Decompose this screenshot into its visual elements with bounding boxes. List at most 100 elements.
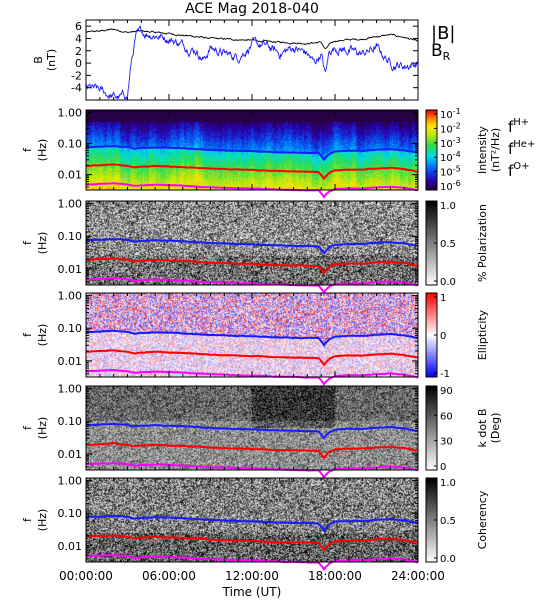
colorbar bbox=[426, 110, 437, 190]
y-axis-unit: (Hz) bbox=[36, 509, 49, 532]
colorbar-unit: (nT²/Hz) bbox=[489, 128, 502, 172]
y-tick-label: 0 bbox=[75, 57, 82, 70]
time-axis: 00:00:00 06:00:00 12:00:00 18:00:00 24:00:00 bbox=[59, 569, 445, 583]
gyro-line-he bbox=[85, 257, 418, 275]
legend-br: BR bbox=[431, 41, 451, 63]
colorbar-label: Coherency bbox=[476, 490, 489, 549]
plot-frame bbox=[85, 19, 419, 101]
legend-f-he: fHe+ bbox=[508, 139, 535, 158]
legend-f-h: fH+ bbox=[508, 117, 529, 136]
y-tick-label: 1.00 bbox=[58, 383, 83, 396]
colorbar-tick-label: 0.5 bbox=[440, 239, 456, 250]
colorbar-unit: (Deg) bbox=[489, 413, 502, 444]
colorbar-tick-label: 0 bbox=[440, 331, 446, 342]
panel-6: 1.00 0.10 0.01 f (Hz) 1.0 0.5 0.0 Coherency bbox=[21, 475, 489, 572]
legend-f-o: fO+ bbox=[508, 161, 530, 180]
gyro-line-he bbox=[86, 534, 419, 552]
y-axis-unit: (Hz) bbox=[36, 139, 49, 162]
y-tick-label: 2 bbox=[75, 45, 82, 58]
colorbar-tick-label: -1 bbox=[440, 369, 450, 380]
y-tick-label: 6 bbox=[75, 20, 82, 33]
series-line-br bbox=[85, 25, 419, 100]
spectrogram bbox=[86, 478, 418, 562]
panel-3: 1.00 0.10 0.01 f (Hz) 1.0 0.5 0.0 % Polarization bbox=[21, 198, 489, 295]
y-tick-label: -2 bbox=[71, 69, 82, 82]
colorbar-tick-exp: -2 bbox=[453, 121, 461, 130]
x-tick-label: 18:00:00 bbox=[308, 569, 362, 583]
colorbar-tick-label: 0.5 bbox=[440, 516, 456, 527]
y-tick-label: 0.01 bbox=[58, 263, 83, 276]
colorbar-tick-label: 10-2 bbox=[440, 121, 461, 135]
y-axis-label: B bbox=[32, 56, 45, 64]
colorbar-tick-label: 1 bbox=[440, 293, 446, 304]
y-tick-label: 4 bbox=[75, 32, 82, 45]
colorbar-tick-label: 10-3 bbox=[440, 136, 461, 150]
colorbar-frame bbox=[425, 109, 438, 191]
colorbar-label: Intensity bbox=[476, 126, 489, 174]
colorbar-tick-exp: -3 bbox=[453, 136, 461, 145]
colorbar-tick-label: 0.0 bbox=[440, 277, 456, 288]
y-axis-label: f bbox=[21, 517, 34, 522]
y-axis-unit: (Hz) bbox=[36, 232, 49, 255]
colorbar-tick-label: 0 bbox=[440, 462, 446, 473]
y-tick-label: 0.10 bbox=[58, 322, 83, 335]
colorbar-tick-exp: -4 bbox=[453, 150, 461, 159]
y-axis-unit: (Hz) bbox=[36, 417, 49, 440]
colorbar bbox=[426, 293, 437, 377]
y-tick-label: 0.10 bbox=[58, 138, 83, 151]
y-tick-label: 0.01 bbox=[58, 169, 83, 182]
y-tick-label: 0.01 bbox=[58, 355, 83, 368]
colorbar-tick-label: 10-1 bbox=[440, 107, 461, 121]
panel-2: 1.00 0.10 0.01 f (Hz) 10-110-210-310-410-510-… bbox=[21, 106, 535, 199]
y-tick-label: 0.01 bbox=[58, 540, 83, 553]
legend-br-sub: R bbox=[443, 50, 451, 63]
y-tick-label: -4 bbox=[71, 82, 82, 95]
y-axis-unit: (nT) bbox=[45, 49, 58, 71]
panel-5: 1.00 0.10 0.01 f (Hz) 90 60 30 0 k dot B (Deg) bbox=[21, 383, 502, 479]
colorbar bbox=[426, 478, 437, 562]
gyro-line-h bbox=[85, 329, 419, 347]
colorbar-label: Ellipticity bbox=[476, 309, 489, 360]
gyro-line-h bbox=[85, 422, 419, 440]
gyro-line-he bbox=[85, 163, 418, 181]
colorbar-tick-label: 90 bbox=[440, 386, 453, 397]
colorbar-label: % Polarization bbox=[476, 204, 489, 282]
y-axis-label: f bbox=[21, 332, 34, 337]
colorbar-tick-label: 10-5 bbox=[440, 165, 461, 179]
y-axis-unit: (Hz) bbox=[36, 324, 49, 347]
colorbar-tick-label: 1.0 bbox=[440, 478, 456, 489]
y-axis-label: f bbox=[21, 425, 34, 430]
gyro-line-h bbox=[85, 514, 419, 533]
colorbar-tick-exp: -1 bbox=[453, 107, 461, 116]
y-tick-label: 1.00 bbox=[58, 290, 83, 303]
y-axis-label: f bbox=[21, 147, 34, 152]
y-tick-label: 1.00 bbox=[58, 198, 83, 211]
legend-f-o-sub: O+ bbox=[513, 161, 529, 172]
colorbar-tick-exp: -6 bbox=[453, 179, 461, 188]
gyro-line-he bbox=[85, 442, 419, 460]
colorbar-tick-label: 10-4 bbox=[440, 150, 461, 164]
colorbar-tick-label: 30 bbox=[440, 437, 453, 448]
x-tick-label: 06:00:00 bbox=[142, 569, 196, 583]
colorbar-tick-label: 10-6 bbox=[440, 179, 461, 193]
x-axis-label: Time (UT) bbox=[222, 585, 282, 599]
colorbar-tick-exp: -5 bbox=[453, 165, 461, 174]
panel-4: 1.00 0.10 0.01 f (Hz) 1 0 -1 Ellipticity bbox=[21, 290, 489, 387]
y-tick-label: 0.10 bbox=[58, 415, 83, 428]
colorbar-label: k dot B bbox=[476, 409, 489, 448]
y-tick-label: 0.10 bbox=[58, 507, 83, 520]
legend-babs: |B| bbox=[431, 23, 455, 44]
legend-f-h-sub: H+ bbox=[513, 117, 529, 128]
y-tick-label: 0.01 bbox=[58, 448, 83, 461]
colorbar-tick-label: 1.0 bbox=[440, 201, 456, 212]
figure-title: ACE Mag 2018-040 bbox=[185, 1, 319, 17]
gyro-line-he bbox=[85, 349, 419, 367]
x-tick-label: 24:00:00 bbox=[391, 569, 445, 583]
colorbar bbox=[426, 201, 437, 285]
y-axis-label: f bbox=[21, 240, 34, 245]
y-tick-label: 1.00 bbox=[58, 106, 83, 119]
colorbar-tick-label: 60 bbox=[440, 411, 453, 422]
